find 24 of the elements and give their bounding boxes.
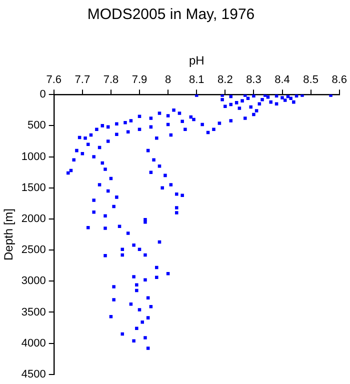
- x-tick-label: 7.8: [103, 74, 119, 86]
- y-tick-label: 4500: [21, 368, 46, 380]
- x-tick-label: 8.5: [303, 74, 318, 86]
- x-tick-label: 8: [165, 74, 172, 86]
- y-tick-label: 0: [40, 88, 46, 101]
- x-tick-label: 8.6: [332, 74, 348, 86]
- x-tick-label: 8.1: [188, 74, 204, 86]
- x-tick-label: 8.4: [274, 74, 290, 86]
- x-tick-label: 8.3: [246, 74, 262, 86]
- y-tick-label: 3000: [21, 275, 46, 288]
- chart-title: MODS2005 in May, 1976: [87, 6, 255, 24]
- y-tick-label: 1000: [21, 150, 46, 163]
- x-axis-title: pH: [188, 54, 204, 68]
- x-tick-label: 7.6: [46, 74, 62, 86]
- y-tick-label: 500: [28, 120, 46, 132]
- x-tick-label: 8.2: [218, 74, 233, 86]
- y-axis-title: Depth [m]: [2, 208, 16, 261]
- y-tick-label: 4000: [21, 337, 46, 350]
- x-tick-label: 7.7: [74, 74, 90, 86]
- x-tick-label: 7.9: [132, 74, 148, 86]
- y-tick-label: 2000: [21, 212, 46, 225]
- y-tick-label: 2500: [21, 244, 46, 256]
- y-tick-label: 1500: [21, 182, 46, 194]
- y-tick-label: 3500: [21, 306, 46, 318]
